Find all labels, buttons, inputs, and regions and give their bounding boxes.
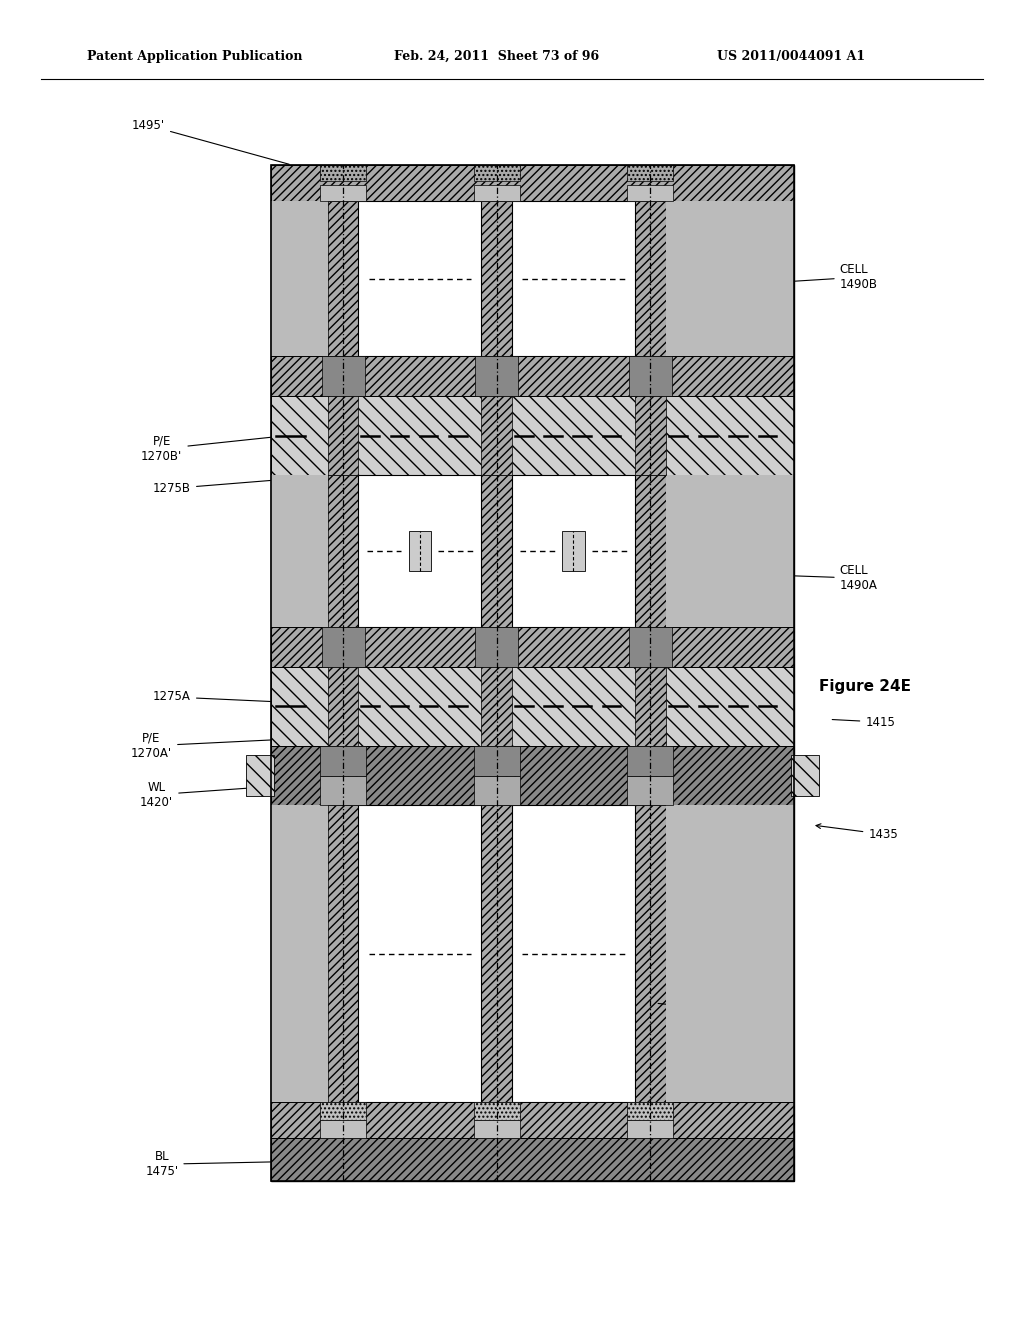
Bar (322, 356, 365, 396)
Bar (629, 627, 672, 667)
Bar (562, 531, 585, 570)
Bar (271, 746, 794, 805)
Bar (319, 165, 367, 181)
Bar (627, 1119, 674, 1138)
Bar (635, 667, 666, 746)
Bar (629, 356, 672, 396)
Bar (635, 396, 666, 475)
Text: 1495': 1495' (132, 119, 289, 164)
Bar (512, 475, 635, 627)
Bar (473, 746, 519, 776)
Text: Patent Application Publication: Patent Application Publication (87, 50, 302, 63)
Bar (635, 165, 666, 1181)
Text: 1435: 1435 (816, 824, 898, 841)
Bar (409, 531, 431, 570)
Text: 1275A: 1275A (154, 690, 284, 704)
Bar (512, 805, 635, 1102)
Text: CELL
1490A: CELL 1490A (751, 564, 878, 593)
Text: Feb. 24, 2011  Sheet 73 of 96: Feb. 24, 2011 Sheet 73 of 96 (394, 50, 599, 63)
Bar (271, 165, 794, 201)
Bar (473, 185, 519, 201)
Bar (627, 185, 674, 201)
Bar (328, 165, 358, 1181)
Bar (627, 165, 674, 181)
Bar (319, 746, 367, 776)
Bar (481, 396, 512, 475)
Bar (475, 356, 518, 396)
Text: BL
1475': BL 1475' (145, 1150, 284, 1179)
Bar (271, 475, 328, 627)
Bar (473, 165, 519, 181)
Bar (319, 1119, 367, 1138)
Bar (666, 201, 794, 356)
Text: WL
1420': WL 1420' (140, 780, 284, 809)
Text: Figure 24E: Figure 24E (819, 678, 911, 694)
Bar (358, 805, 481, 1102)
Bar (358, 475, 481, 627)
Bar (791, 755, 819, 796)
Bar (271, 667, 794, 746)
Bar (328, 667, 358, 746)
Bar (627, 746, 674, 776)
Bar (475, 627, 518, 667)
Bar (512, 201, 635, 356)
Bar (481, 667, 512, 746)
Text: P/E
1270A': P/E 1270A' (131, 731, 284, 760)
Bar (246, 755, 274, 796)
Bar (473, 776, 519, 805)
Bar (358, 201, 481, 356)
Bar (473, 1119, 519, 1138)
Bar (271, 165, 794, 1181)
Bar (271, 356, 794, 396)
Bar (271, 1138, 794, 1181)
Bar (319, 776, 367, 805)
Bar (271, 627, 794, 667)
Bar (481, 165, 512, 1181)
Bar (319, 1102, 367, 1119)
Text: P/E
1270B': P/E 1270B' (141, 434, 284, 463)
Text: CELL
1490B: CELL 1490B (756, 263, 878, 292)
Bar (666, 475, 794, 627)
Bar (666, 805, 794, 1102)
Bar (627, 776, 674, 805)
Text: 1415: 1415 (833, 715, 895, 729)
Bar (271, 805, 328, 1102)
Bar (473, 1102, 519, 1119)
Text: US 2011/0044091 A1: US 2011/0044091 A1 (717, 50, 865, 63)
Bar (322, 627, 365, 667)
Bar (271, 201, 328, 356)
Bar (328, 396, 358, 475)
Bar (271, 1102, 794, 1138)
Bar (627, 1102, 674, 1119)
Bar (271, 165, 794, 1181)
Bar (271, 396, 794, 475)
Bar (319, 185, 367, 201)
Text: 1410: 1410 (658, 1003, 767, 1019)
Text: 1275B: 1275B (153, 479, 284, 495)
